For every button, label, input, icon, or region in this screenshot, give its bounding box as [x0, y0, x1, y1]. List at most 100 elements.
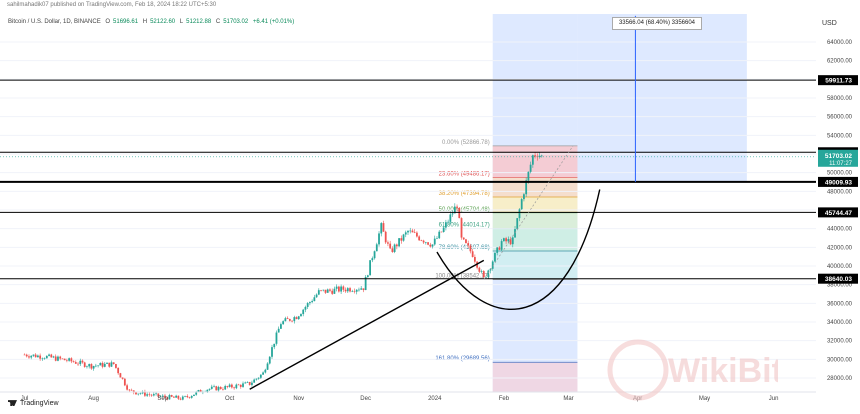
candle-body [81, 360, 84, 363]
time-tick: Mar [563, 396, 573, 402]
current-price-tag: 51703.02 [825, 153, 852, 160]
candle-body [471, 251, 474, 257]
candle-body [293, 317, 296, 322]
candle-body [175, 395, 178, 398]
symbol-info: Bitcoin / U.S. Dollar, 1D, BINANCE O 5169… [8, 19, 297, 25]
candle-body [433, 238, 436, 245]
candle-body [184, 396, 186, 397]
candle-body [63, 358, 66, 361]
candle-body [313, 297, 316, 302]
candle-body [90, 364, 93, 369]
candle-body [195, 391, 198, 395]
candle-body [514, 229, 516, 238]
candle-body [264, 369, 267, 373]
candle-body [387, 242, 389, 244]
candle-body [320, 290, 322, 291]
candle-body [534, 155, 536, 157]
candle-body [447, 221, 450, 223]
candle-body [366, 275, 369, 277]
price-tick: 48000.00 [827, 189, 853, 195]
level-tag-3: 45744.47 [825, 210, 852, 217]
tradingview-logo[interactable]: TradingView [8, 400, 59, 407]
currency-label[interactable]: USD [822, 20, 837, 27]
candle-body [150, 394, 153, 396]
candle-body [453, 206, 456, 214]
cup-pattern-curve[interactable] [436, 189, 601, 310]
candle-body [467, 243, 470, 246]
level-tag-bg-0 [818, 75, 858, 86]
candle-body [228, 384, 231, 387]
candle-body [48, 354, 50, 356]
candle-body [511, 237, 514, 245]
candle-body [344, 289, 347, 292]
candle-body [239, 384, 242, 387]
candle-body [436, 238, 438, 239]
candle-body [340, 286, 343, 292]
candle-body [190, 396, 193, 398]
candle-body [77, 363, 79, 365]
candle-body [431, 244, 434, 247]
candle-body [117, 367, 120, 374]
candle-body [219, 386, 222, 390]
fib-band-5 [492, 250, 578, 280]
fib-band-3 [492, 212, 578, 229]
candle-body [123, 378, 126, 386]
candle-body [161, 395, 164, 397]
candle-body [266, 363, 269, 370]
publisher-line: sahilmahadik07 published on TradingView.… [7, 2, 217, 8]
candle-body [329, 289, 331, 291]
candle-body [224, 386, 227, 390]
candle-body [413, 232, 416, 233]
candle-body [130, 389, 133, 391]
candle-body [304, 306, 307, 310]
price-tick: 34000.00 [827, 320, 853, 326]
candle-body [179, 398, 182, 400]
candle-body [213, 386, 215, 387]
candle-body [369, 260, 371, 276]
ohlc-close: 51703.02 [223, 19, 249, 25]
candle-body [284, 318, 287, 322]
candle-body [346, 288, 349, 292]
candle-body [25, 354, 28, 357]
support-trendline[interactable] [249, 259, 485, 390]
candle-body [438, 231, 441, 239]
candle-body [469, 245, 472, 252]
candle-body [181, 396, 184, 400]
fib-band-1 [492, 177, 578, 197]
time-tick: Jul [21, 396, 29, 402]
price-tick: 38000.00 [827, 283, 853, 289]
time-tick: Feb [499, 396, 510, 402]
drawing-layer[interactable] [0, 15, 816, 390]
candle-body [146, 394, 149, 396]
candle-body [527, 171, 530, 181]
candle-body [103, 363, 106, 367]
candle-body [502, 238, 505, 242]
price-tick: 42000.00 [827, 245, 853, 251]
countdown-tag: 11:07:27 [829, 161, 853, 167]
candle-body [358, 289, 360, 291]
candle-body [186, 396, 189, 398]
candle-body [148, 394, 151, 395]
candle-body [257, 377, 260, 379]
candle-body [424, 242, 427, 243]
symbol-title: Bitcoin / U.S. Dollar, 1D, BINANCE [8, 19, 101, 25]
level-tag-0: 59911.73 [825, 78, 852, 85]
candle-body [335, 286, 338, 289]
candle-body [34, 354, 37, 358]
candle-body [137, 393, 140, 395]
price-tick: 40000.00 [827, 264, 853, 270]
candle-body [482, 271, 485, 278]
fib-trend-line [483, 145, 574, 280]
candle-body [300, 314, 302, 317]
candle-body [509, 239, 512, 245]
candle-body [119, 373, 122, 378]
candle-body [451, 213, 454, 215]
candle-body [128, 389, 131, 391]
candle-body [373, 251, 376, 259]
candle-body [271, 347, 273, 357]
candle-body [505, 238, 507, 242]
candle-body [215, 386, 218, 391]
candle-body [442, 227, 445, 232]
candle-body [92, 366, 95, 369]
